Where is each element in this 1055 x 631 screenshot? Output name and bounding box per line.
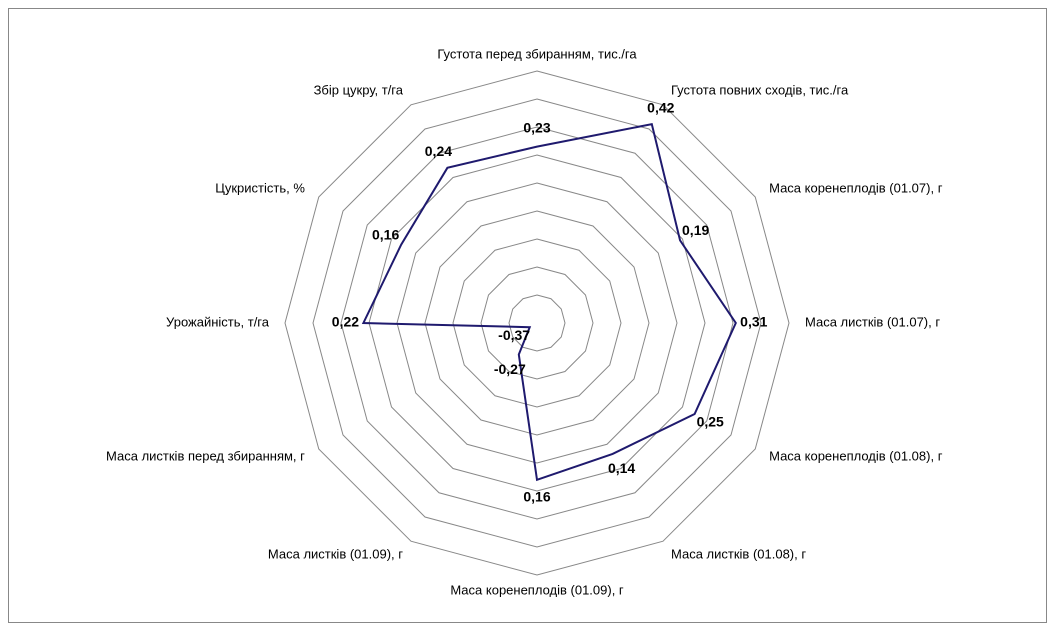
value-label: 0,22 <box>332 314 359 330</box>
category-label: Збір цукру, т/га <box>314 82 404 97</box>
category-label: Маса листків (01.08), г <box>671 547 806 562</box>
category-label: Маса листків (01.07), г <box>805 314 940 329</box>
value-label: 0,19 <box>682 222 709 238</box>
category-label: Маса коренеплодів (01.07), г <box>769 180 943 195</box>
grid-ring <box>508 294 566 352</box>
category-label: Маса коренеплодів (01.08), г <box>769 448 943 463</box>
grid-ring <box>452 238 622 408</box>
category-label: Густота перед збиранням, тис./га <box>437 46 637 61</box>
chart-frame <box>8 8 1047 623</box>
value-label: 0,16 <box>372 226 399 242</box>
value-label: 0,16 <box>523 489 550 505</box>
category-label: Урожайність, т/га <box>166 314 270 329</box>
value-label: 0,14 <box>608 460 635 476</box>
value-label: -0,37 <box>498 327 530 343</box>
value-label: 0,42 <box>647 99 674 115</box>
series-line <box>361 122 737 482</box>
grid-ring <box>312 98 762 548</box>
grid-ring <box>424 210 650 436</box>
value-label: -0,27 <box>494 361 526 377</box>
category-label: Маса листків (01.09), г <box>268 547 403 562</box>
category-label: Густота повних сходів, тис./га <box>671 82 849 97</box>
grid-ring <box>284 70 790 576</box>
value-label: 0,25 <box>697 414 724 430</box>
grid-ring <box>480 266 594 380</box>
grid-ring <box>340 126 734 520</box>
category-label: Маса коренеплодів (01.09), г <box>450 582 624 597</box>
value-label: 0,23 <box>523 119 550 135</box>
category-label: Цукристість, % <box>215 180 305 195</box>
value-label: 0,31 <box>740 314 767 330</box>
category-label: Маса листків перед збиранням, г <box>106 448 305 463</box>
grid-ring <box>368 154 706 492</box>
grid-ring <box>396 182 678 464</box>
value-label: 0,24 <box>425 143 452 159</box>
